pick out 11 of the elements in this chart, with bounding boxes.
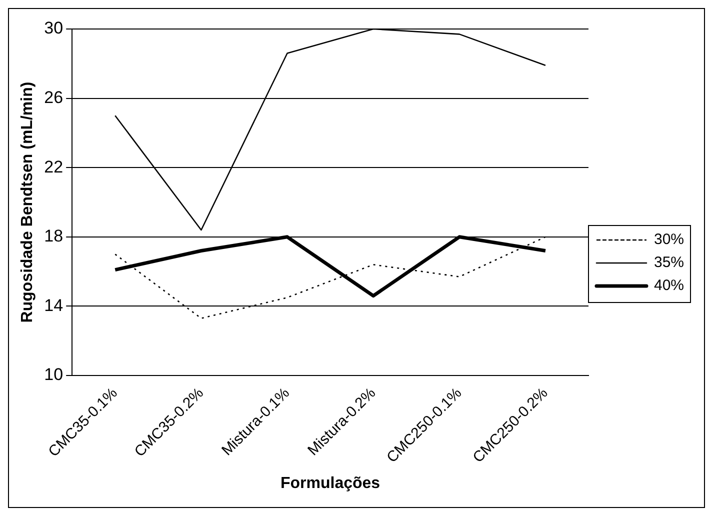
legend-label: 40% bbox=[654, 277, 684, 294]
y-tick-label: 14 bbox=[44, 296, 64, 315]
legend-label: 30% bbox=[654, 231, 684, 248]
y-tick-label: 18 bbox=[44, 226, 64, 246]
y-axis-title: Rugosidade Bendtsen (mL/min) bbox=[19, 82, 36, 323]
y-tick-label: 30 bbox=[44, 18, 64, 38]
y-tick-label: 26 bbox=[44, 88, 64, 107]
x-axis-title: Formulações bbox=[280, 474, 380, 492]
y-tick-label: 22 bbox=[44, 157, 64, 176]
legend-label: 35% bbox=[654, 254, 684, 272]
y-tick-label: 10 bbox=[44, 365, 64, 384]
